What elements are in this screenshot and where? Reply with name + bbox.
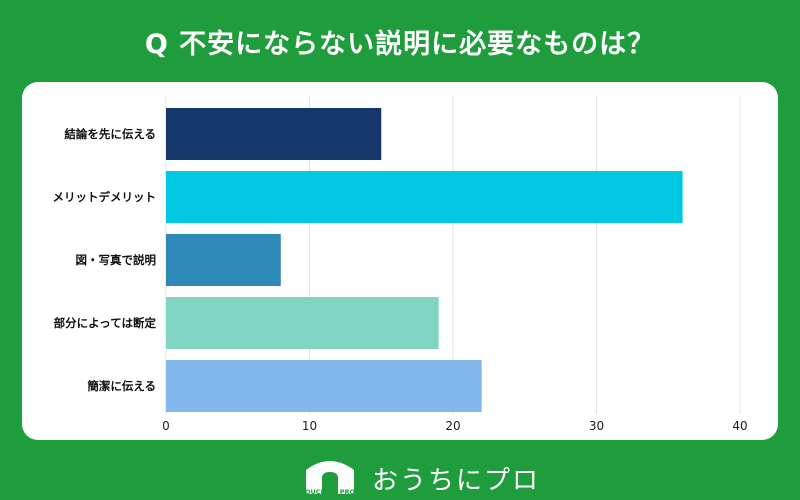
category-label: 部分によっては断定 (54, 316, 157, 330)
category-label: 結論を先に伝える (64, 127, 156, 141)
bar (166, 108, 382, 160)
chart-card: 0 10 20 30 40 結論を先に伝えるメリットデメリット図・写真で説明部分によっては… (22, 82, 778, 440)
bar (166, 297, 439, 349)
category-label: メリットデメリット (53, 190, 157, 204)
x-tick-label: 30 (589, 419, 604, 433)
bar (166, 360, 482, 412)
bar (166, 171, 683, 223)
x-tick-label: 10 (302, 419, 317, 433)
bar-chart: 0 10 20 30 40 結論を先に伝えるメリットデメリット図・写真で説明部分によっては… (53, 96, 748, 433)
x-tick-label: 40 (732, 419, 747, 433)
category-label: 図・写真で説明 (76, 253, 157, 267)
page-title: Q 不安にならない説明に必要なものは？ (144, 29, 656, 60)
brand-name: おうちにプロ (372, 466, 541, 496)
bar (166, 234, 281, 286)
x-tick-label: 0 (162, 419, 170, 433)
footer: OUCHI ni PRO おうちにプロ (0, 450, 800, 500)
logo-text: OUCHI ni PRO (305, 488, 356, 496)
house-logo-icon: OUCHI ni PRO (305, 461, 356, 496)
x-tick-label: 20 (445, 419, 460, 433)
category-label: 簡潔に伝える (86, 379, 156, 393)
